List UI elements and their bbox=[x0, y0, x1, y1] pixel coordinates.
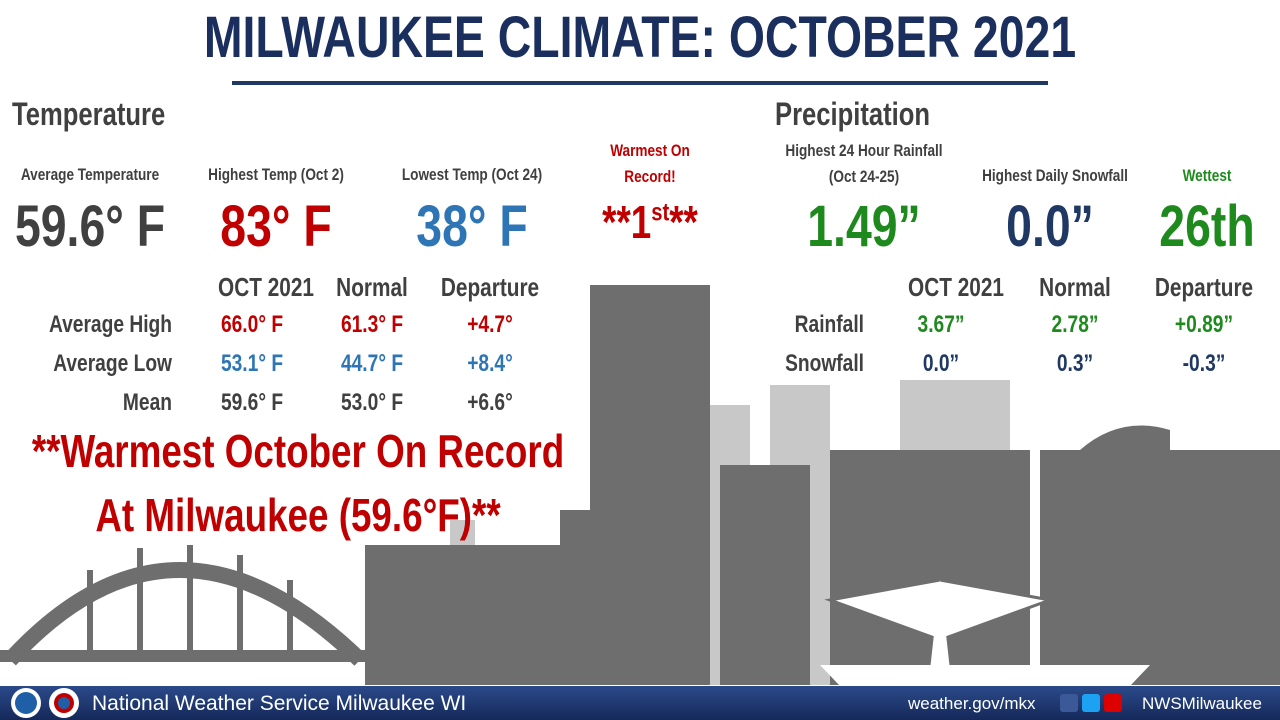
stat-label: Warmest On Record! bbox=[610, 141, 690, 186]
cell-value: +0.89” bbox=[1174, 311, 1234, 338]
column-header: OCT 2021 bbox=[218, 272, 314, 302]
agency-logos bbox=[11, 688, 79, 718]
row-label: Snowfall bbox=[785, 350, 864, 377]
social-icons bbox=[1060, 694, 1122, 712]
cell-value: 53.0° F bbox=[340, 389, 404, 416]
agency-name: National Weather Service Milwaukee WI bbox=[92, 692, 467, 715]
row-label: Average High bbox=[48, 311, 172, 338]
row-label: Mean bbox=[122, 389, 172, 416]
stat-label: Lowest Temp (Oct 24) bbox=[401, 165, 543, 184]
cell-value: 59.6° F bbox=[220, 389, 284, 416]
column-header: Normal bbox=[336, 272, 408, 302]
column-header: OCT 2021 bbox=[908, 272, 1004, 302]
cell-value: +6.6° bbox=[467, 389, 513, 416]
cell-value: 3.67” bbox=[917, 311, 965, 338]
stat-value: 83° F bbox=[220, 194, 332, 259]
row-label: Rainfall bbox=[794, 311, 864, 338]
stat-value: 38° F bbox=[416, 194, 528, 259]
cell-value: 53.1° F bbox=[220, 350, 284, 377]
note: **Warmest October On Record bbox=[31, 425, 565, 477]
row-label: Average Low bbox=[53, 350, 172, 377]
social-handle[interactable]: NWSMilwaukee bbox=[1142, 694, 1262, 713]
column-header: Departure bbox=[440, 272, 540, 302]
cell-value: 61.3° F bbox=[340, 311, 404, 338]
page-title: MILWAUKEE CLIMATE: OCTOBER 2021 bbox=[203, 5, 1077, 70]
section-heading: Temperature bbox=[12, 96, 166, 132]
note: At Milwaukee (59.6°F)** bbox=[95, 489, 501, 541]
stat-value: 0.0” bbox=[1006, 194, 1094, 259]
section-heading: Precipitation bbox=[775, 96, 931, 132]
rank: ** bbox=[669, 196, 698, 248]
column-header: Departure bbox=[1154, 272, 1254, 302]
cell-value: 66.0° F bbox=[220, 311, 284, 338]
stat-label: Wettest bbox=[1182, 166, 1232, 185]
stat-value: **1st** bbox=[602, 195, 698, 249]
rank: **1 bbox=[602, 196, 652, 248]
cell-value: 0.3” bbox=[1056, 350, 1094, 377]
stat-label: Average Temperature bbox=[20, 165, 160, 184]
rank-suffix: st bbox=[651, 198, 670, 227]
cell-value: 0.0” bbox=[922, 350, 960, 377]
cell-value: +8.4° bbox=[467, 350, 513, 377]
cell-value: 44.7° F bbox=[340, 350, 404, 377]
website[interactable]: weather.gov/mkx bbox=[908, 694, 1036, 713]
cell-value: +4.7° bbox=[467, 311, 513, 338]
cell-value: -0.3” bbox=[1182, 350, 1226, 377]
stat-label: Highest Daily Snowfall bbox=[982, 166, 1128, 185]
stat-value: 1.49” bbox=[807, 194, 921, 259]
stat-label: Highest 24 Hour Rainfall (Oct 24-25) bbox=[785, 141, 943, 186]
stat-label: Highest Temp (Oct 2) bbox=[208, 165, 344, 184]
footer-bar: National Weather Service Milwaukee WI we… bbox=[0, 686, 1280, 720]
stat-value: 26th bbox=[1159, 194, 1255, 259]
cell-value: 2.78” bbox=[1051, 311, 1099, 338]
stat-value: 59.6° F bbox=[14, 194, 166, 259]
column-header: Normal bbox=[1039, 272, 1111, 302]
